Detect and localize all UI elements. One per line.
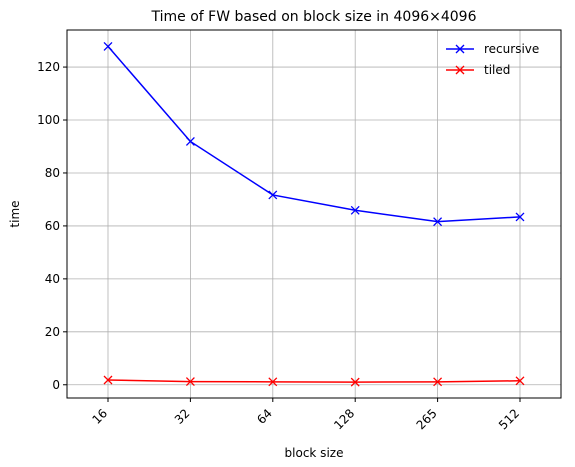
x-tick-label: 128 <box>331 406 357 432</box>
x-axis-ticks: 16 32 64 128 265 512 <box>89 398 522 432</box>
legend-label: recursive <box>484 42 539 56</box>
chart-title: Time of FW based on block size in 4096×4… <box>151 9 477 25</box>
legend-entry-recursive: recursive <box>446 42 539 56</box>
data-point-tiled <box>433 377 443 387</box>
y-axis-label: time <box>8 200 22 227</box>
x-tick-label: 265 <box>414 406 440 432</box>
data-point-recursive <box>103 41 113 51</box>
data-point-recursive <box>515 212 525 222</box>
y-tick-label: 20 <box>45 325 60 339</box>
y-tick-label: 60 <box>45 219 60 233</box>
data-point-recursive <box>185 136 195 146</box>
x-tick-label: 64 <box>254 406 275 427</box>
y-tick-label: 0 <box>52 378 60 392</box>
x-tick-label: 32 <box>172 406 193 427</box>
y-tick-label: 100 <box>37 113 60 127</box>
series-layer <box>103 41 525 387</box>
y-axis-ticks: 0 20 40 60 80 100 120 <box>37 60 67 392</box>
x-tick-label: 16 <box>89 406 110 427</box>
series-line-recursive <box>107 45 521 223</box>
legend-entry-tiled: tiled <box>446 63 510 77</box>
grid <box>67 30 561 398</box>
plot-frame <box>66 29 562 399</box>
data-point-recursive <box>433 217 443 227</box>
data-point-tiled <box>103 375 113 385</box>
legend: recursive tiled <box>446 42 539 77</box>
data-point-tiled <box>185 377 195 387</box>
series-line-tiled <box>107 379 521 383</box>
legend-label: tiled <box>484 63 510 77</box>
x-tick-label: 512 <box>496 406 522 432</box>
data-point-tiled <box>515 376 525 386</box>
data-point-recursive <box>268 190 278 200</box>
x-axis-label: block size <box>285 446 344 460</box>
y-tick-label: 80 <box>45 166 60 180</box>
data-point-tiled <box>268 377 278 387</box>
data-point-recursive <box>350 205 360 215</box>
y-tick-label: 120 <box>37 60 60 74</box>
y-tick-label: 40 <box>45 272 60 286</box>
data-point-tiled <box>350 377 360 387</box>
